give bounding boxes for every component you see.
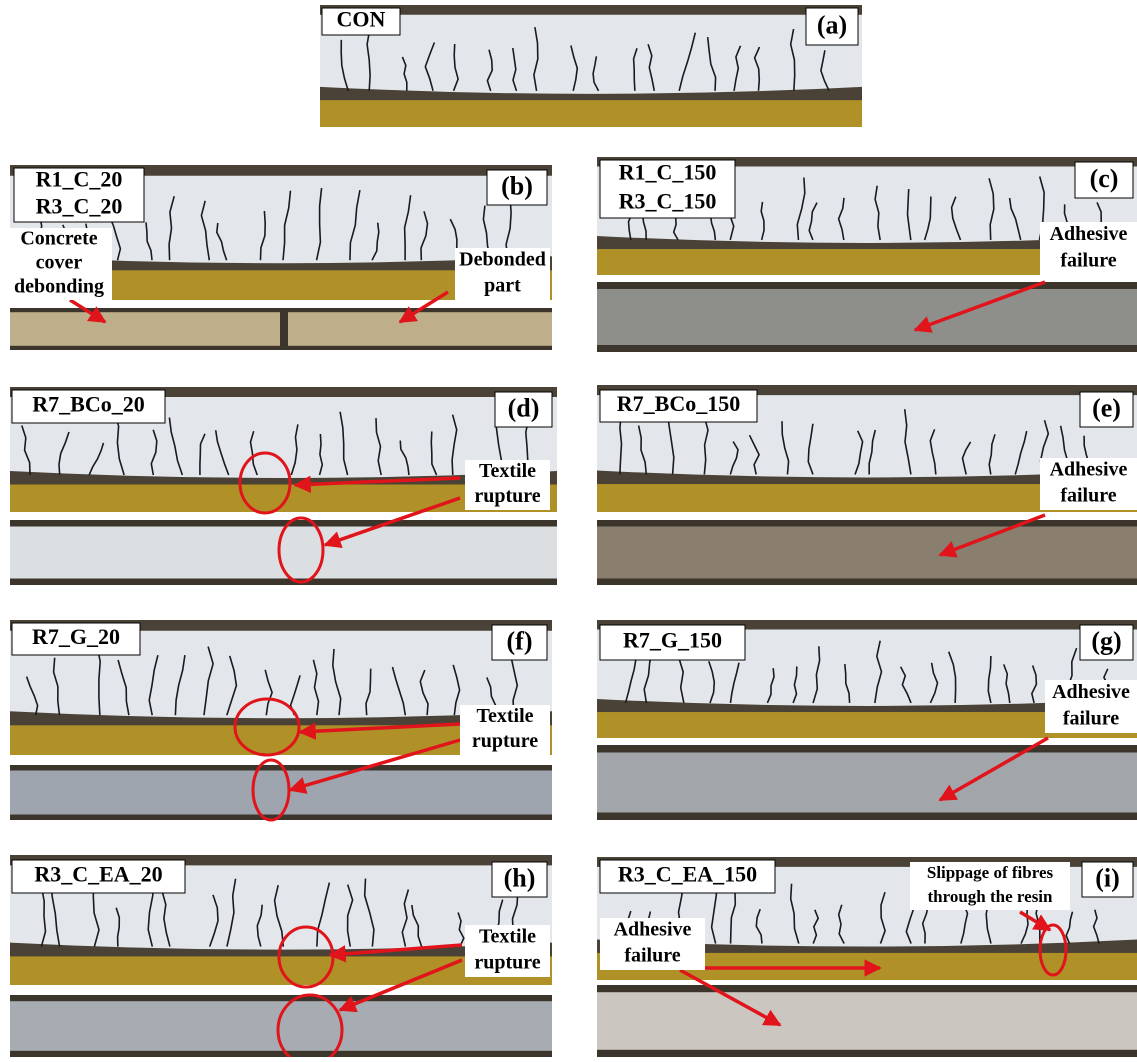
annotation-text: rupture xyxy=(474,485,540,507)
panel-label: (f) xyxy=(507,626,533,655)
specimen-name: R3_C_150 xyxy=(619,189,717,214)
annotation-text: failure xyxy=(1060,485,1116,507)
panel-label: (d) xyxy=(508,393,540,422)
strip-photo xyxy=(597,527,1137,579)
annotation-text: failure xyxy=(624,945,680,967)
annotation-text: failure xyxy=(1060,249,1116,271)
panel-label: (c) xyxy=(1090,164,1119,193)
panel-label: (h) xyxy=(504,863,536,892)
annotation-text: Textile xyxy=(479,460,536,482)
panel: R7_BCo_20 (d) Textile rupture xyxy=(10,387,557,585)
annotation-text: Textile xyxy=(476,705,533,727)
specimen-name: R1_C_150 xyxy=(619,160,717,185)
panel: R3_C_EA_20 (h) Textile rupture xyxy=(10,855,552,1057)
strip-photo xyxy=(597,289,1137,345)
specimen-name: R3_C_20 xyxy=(36,194,123,219)
specimen-name: R7_BCo_150 xyxy=(617,391,740,416)
annotation-text: rupture xyxy=(472,730,538,752)
panel-label: (i) xyxy=(1095,863,1120,892)
specimen-name: R3_C_EA_20 xyxy=(34,862,162,887)
annotation-text: part xyxy=(484,275,521,297)
strip-photo xyxy=(10,771,552,815)
annotation-text: Debonded xyxy=(459,249,546,271)
specimen-name: R3_C_EA_150 xyxy=(618,862,757,887)
panel: R1_C_20R3_C_20 (b) Concretecoverdebonding D… xyxy=(6,165,552,350)
panel: R7_BCo_150 (e) Adhesive failure xyxy=(597,385,1137,585)
beam xyxy=(320,15,862,94)
annotation-text: cover xyxy=(36,252,83,274)
annotation-text: debonding xyxy=(14,276,104,298)
annotation-text: Adhesive xyxy=(1050,223,1128,245)
annotation-text: Slippage of fibres xyxy=(927,863,1054,882)
strip-photo xyxy=(288,312,552,346)
annotation-text: Adhesive xyxy=(1050,459,1128,481)
panel: CON (a) xyxy=(320,5,862,127)
annotation-text: Concrete xyxy=(20,228,97,250)
annotation-text: Textile xyxy=(479,926,536,948)
strip-photo xyxy=(597,753,1137,813)
panel-label: (g) xyxy=(1091,626,1121,655)
annotation-text: through the resin xyxy=(927,887,1053,906)
specimen-name: R7_BCo_20 xyxy=(32,392,144,417)
annotation-text: Adhesive xyxy=(1052,681,1130,703)
panel-label: (e) xyxy=(1092,393,1121,422)
panel: R7_G_20 (f) Textile rupture xyxy=(10,620,552,820)
specimen-name: R7_G_20 xyxy=(32,624,120,649)
annotation-text: rupture xyxy=(474,952,540,974)
specimen-name: R1_C_20 xyxy=(36,167,123,192)
annotation-text: failure xyxy=(1063,707,1119,729)
panel: R7_G_150 (g) Adhesive failure xyxy=(597,620,1137,820)
specimen-name: R7_G_150 xyxy=(623,628,722,653)
strip-photo xyxy=(10,312,280,346)
panel: R3_C_EA_150 (i) Slippage of fibres through … xyxy=(597,857,1137,1057)
specimen-name: CON xyxy=(337,7,386,32)
strip-photo xyxy=(597,992,1137,1050)
figure: CON (a) R1_C_20R3_C_20 (b) Concretecoverdebo… xyxy=(0,0,1137,1057)
annotation-text: Adhesive xyxy=(614,919,692,941)
panel-label: (a) xyxy=(817,10,847,39)
rig-yellow xyxy=(320,100,862,127)
page: CON (a) R1_C_20R3_C_20 (b) Concretecoverdebo… xyxy=(0,0,1137,1057)
panel: R1_C_150 R3_C_150 (c) Adhesive failure xyxy=(597,157,1137,352)
panel-label: (b) xyxy=(501,171,533,200)
